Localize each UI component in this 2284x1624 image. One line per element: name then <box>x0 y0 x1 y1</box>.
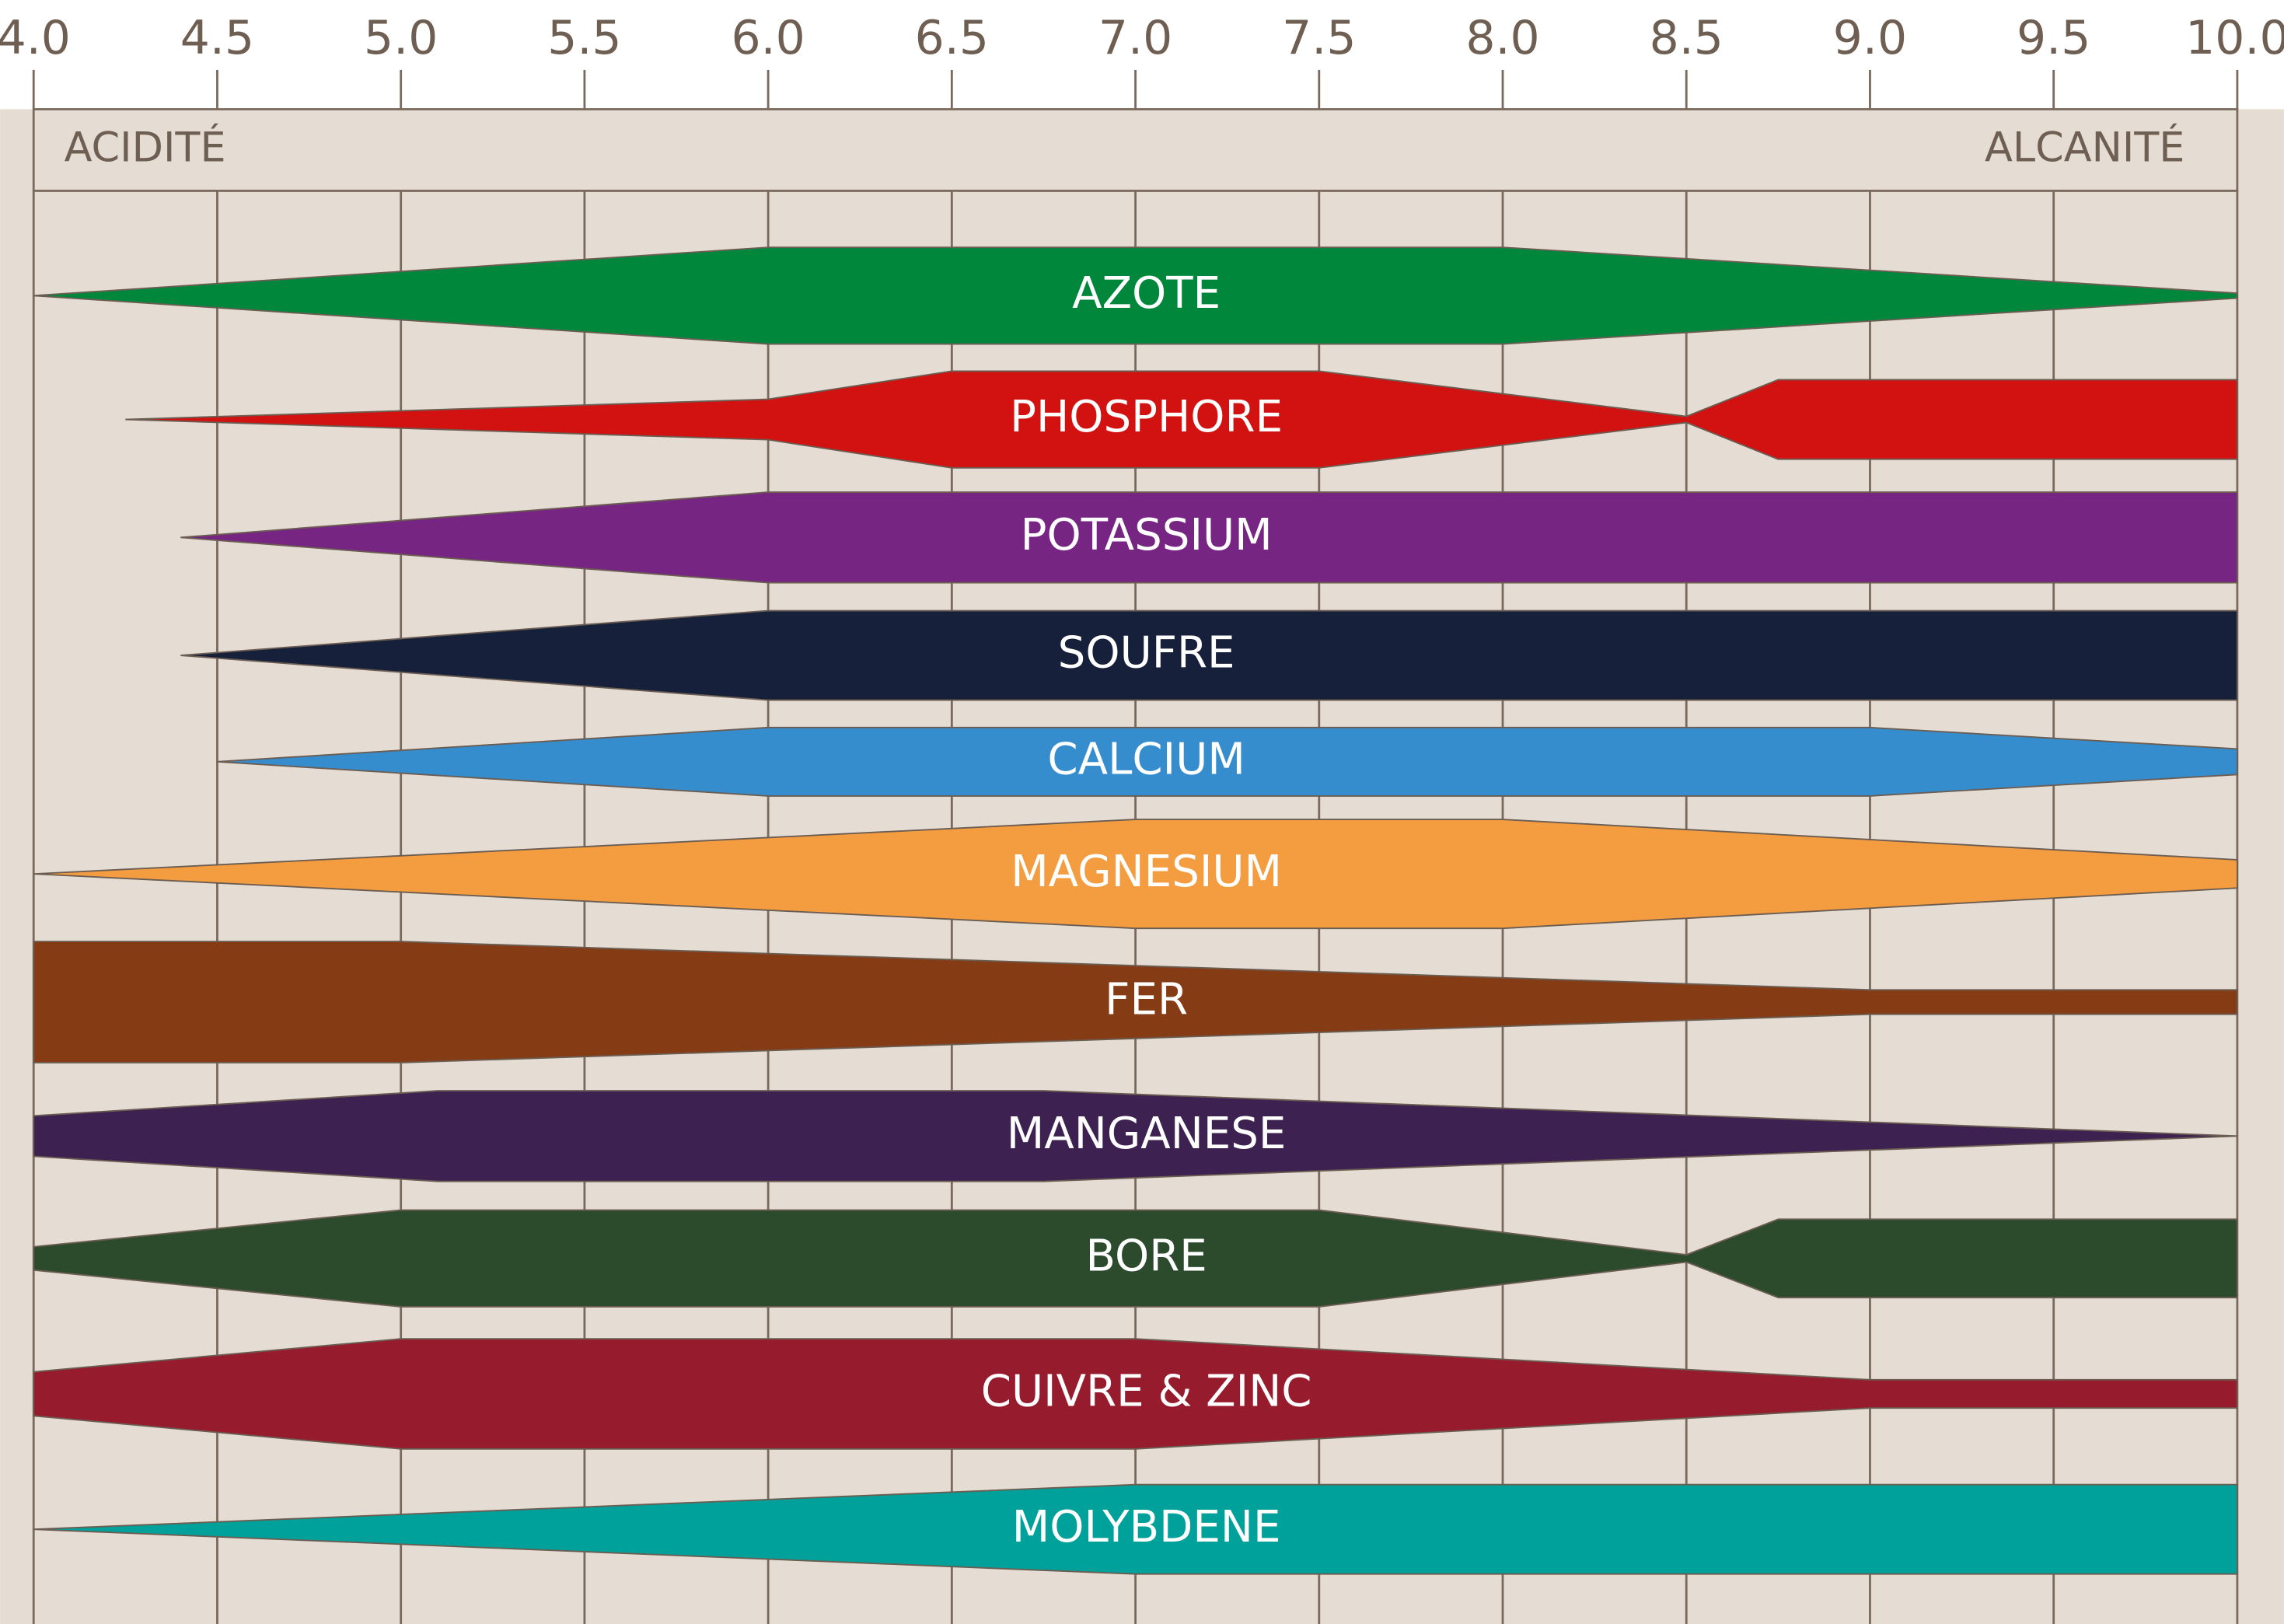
band-label: PHOSPHORE <box>1010 392 1283 442</box>
band <box>180 491 2238 584</box>
band-label: CUIVRE & ZINC <box>981 1367 1312 1417</box>
band <box>33 1090 2237 1182</box>
band-label: MANGANESE <box>1007 1109 1287 1159</box>
band-label: POTASSIUM <box>1021 510 1273 561</box>
band-label: MOLYBDENE <box>1012 1502 1281 1552</box>
x-tick-label: 5.0 <box>364 11 438 65</box>
x-tick-label: 4.0 <box>0 11 71 65</box>
alkalinity-label: ALCANITÉ <box>1985 123 2184 172</box>
x-tick-label: 10.0 <box>2185 11 2284 65</box>
band-label: SOUFRE <box>1058 628 1235 679</box>
band-label: AZOTE <box>1072 268 1221 319</box>
band <box>217 726 2238 797</box>
x-tick-label: 8.5 <box>1650 11 1723 65</box>
band <box>33 1483 2238 1575</box>
x-tick-label: 6.0 <box>731 11 805 65</box>
x-tick-label: 5.5 <box>547 11 621 65</box>
band <box>33 941 2238 1063</box>
x-tick-label: 7.0 <box>1098 11 1172 65</box>
x-tick-label: 8.0 <box>1465 11 1539 65</box>
band <box>33 1338 2238 1450</box>
x-tick-label: 9.0 <box>1833 11 1907 65</box>
acidity-label: ACIDITÉ <box>65 123 226 172</box>
band-label: CALCIUM <box>1047 734 1245 784</box>
band-label: MAGNESIUM <box>1011 847 1282 897</box>
x-tick-label: 7.5 <box>1282 11 1356 65</box>
band <box>33 246 2238 345</box>
x-tick-label: 4.5 <box>180 11 254 65</box>
band <box>180 609 2238 701</box>
band-label: FER <box>1105 975 1188 1025</box>
band-label: BORE <box>1085 1231 1207 1281</box>
x-tick-label: 6.5 <box>915 11 989 65</box>
band <box>33 1209 2238 1308</box>
band <box>33 819 2238 930</box>
x-tick-label: 9.5 <box>2017 11 2090 65</box>
band <box>125 370 2238 469</box>
